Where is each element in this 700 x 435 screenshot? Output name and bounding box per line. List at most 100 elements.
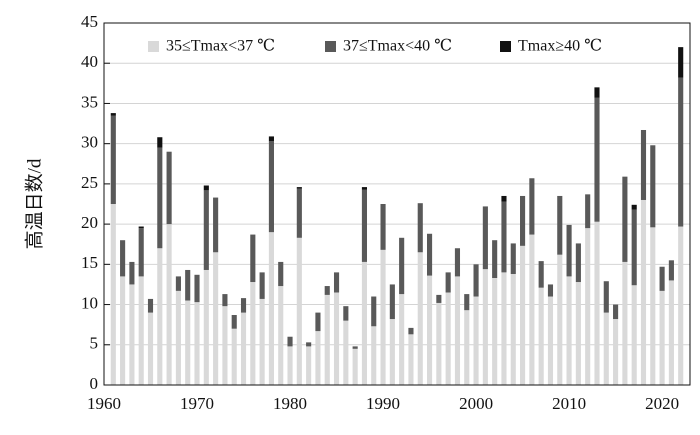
bar-segment (538, 287, 544, 385)
x-tick-label: 1990 (366, 394, 400, 413)
bar-segment (185, 300, 191, 385)
bar-segment (594, 97, 600, 222)
bar-segment (594, 221, 600, 385)
bar-segment (650, 227, 656, 385)
bar-segment (138, 228, 144, 277)
bar-segment (389, 284, 395, 320)
bar-segment (650, 145, 656, 228)
bar-segment (296, 187, 302, 189)
bar-segment (129, 261, 135, 285)
bar-segment (203, 185, 209, 191)
bar-segment (175, 290, 181, 385)
bar-segment (473, 296, 479, 385)
bar-segment (259, 272, 265, 299)
bar-segment (464, 310, 470, 385)
bar-segment (147, 298, 154, 313)
bar-segment (501, 272, 507, 385)
y-tick-label: 0 (90, 374, 99, 393)
bar-segment (268, 232, 274, 385)
bar-segment (157, 137, 163, 148)
bar-segment (482, 269, 488, 385)
bar-segment (222, 306, 228, 385)
bar-segment (203, 269, 209, 385)
bar-segment (426, 233, 433, 276)
bar-segment (333, 272, 340, 293)
bar-segment (110, 204, 116, 385)
bar-segment (547, 284, 554, 297)
legend-label: 37≤Tmax<40 ℃ (343, 38, 452, 55)
bar-segment (129, 284, 135, 385)
bar-segment (557, 195, 563, 255)
bar-segment (659, 290, 665, 385)
bar-segment (166, 224, 172, 385)
bar-segment (203, 190, 209, 270)
bar-segment (120, 276, 126, 385)
x-tick-label: 2020 (645, 394, 679, 413)
bar-segment (315, 331, 321, 385)
bar-segment (492, 240, 498, 279)
bar-segment (668, 280, 674, 385)
legend-swatch (325, 41, 336, 52)
bar-segment (575, 243, 581, 283)
bar-segment (678, 226, 684, 385)
bar-segment (631, 204, 637, 210)
bar-segment (138, 226, 144, 229)
bar-segment (296, 237, 302, 385)
bar-segment (343, 320, 349, 385)
bar-segment (566, 276, 572, 385)
legend-swatch (500, 41, 511, 52)
bar-segment (492, 278, 498, 385)
y-tick-label: 15 (81, 253, 98, 272)
bar-segment (547, 296, 554, 385)
bar-segment (399, 237, 405, 295)
y-tick-label: 5 (90, 334, 99, 353)
bar-segment (520, 245, 526, 385)
bar-segment (268, 141, 274, 233)
bar-segment (678, 77, 684, 227)
bar-segment (296, 188, 302, 238)
y-tick-label: 45 (81, 12, 98, 31)
bar-segment (640, 199, 647, 385)
bar-segment (613, 304, 619, 320)
bar-segment (352, 348, 358, 385)
bar-segment (194, 274, 200, 303)
bar-segment (668, 260, 674, 281)
bar-segment (361, 189, 368, 262)
bar-segment (250, 234, 256, 283)
x-tick-label: 1970 (180, 394, 214, 413)
bar-segment (287, 346, 293, 385)
bar-segment (278, 261, 284, 287)
bar-segment (529, 178, 535, 235)
bar-segment (399, 294, 405, 385)
bar-segment (575, 282, 581, 385)
bar-segment (306, 346, 312, 385)
legend-label: 35≤Tmax<37 ℃ (166, 38, 275, 55)
x-tick-label: 1960 (87, 394, 121, 413)
bar-segment (240, 312, 247, 385)
bar-segment (361, 187, 368, 190)
bar-segment (324, 286, 330, 295)
bar-segment (389, 319, 395, 385)
bar-segment (278, 286, 284, 385)
bar-segment (510, 273, 516, 385)
bar-segment (594, 87, 600, 98)
bar-segment (380, 204, 386, 250)
bar-segment (501, 195, 507, 202)
bar-segment (380, 249, 386, 385)
bar-segment (436, 302, 442, 385)
bar-segment (631, 209, 637, 286)
bar-segment (501, 201, 507, 273)
bar-segment (324, 294, 330, 385)
bar-segment (166, 151, 172, 225)
bar-segment (445, 292, 451, 385)
bar-segment (185, 269, 191, 301)
bar-segment (529, 234, 535, 385)
bar-segment (585, 228, 591, 385)
bar-segment (678, 47, 684, 78)
bar-segment (538, 261, 544, 288)
bar-segment (622, 261, 628, 385)
bar-segment (417, 252, 423, 385)
y-tick-label: 25 (81, 173, 98, 192)
bar-segment (436, 294, 442, 303)
